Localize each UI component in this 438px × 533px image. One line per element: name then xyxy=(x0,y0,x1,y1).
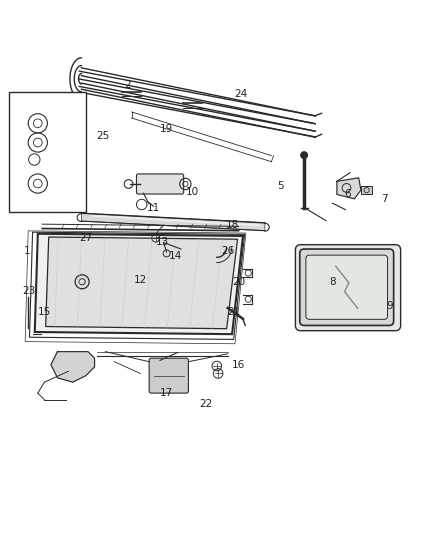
Text: 2: 2 xyxy=(124,80,131,90)
Text: 24: 24 xyxy=(234,89,247,99)
Text: 23: 23 xyxy=(22,286,36,295)
Text: 9: 9 xyxy=(386,301,392,311)
Text: 7: 7 xyxy=(381,194,388,204)
Polygon shape xyxy=(51,352,95,382)
Text: 18: 18 xyxy=(226,220,239,230)
Text: 20: 20 xyxy=(232,277,245,287)
Polygon shape xyxy=(35,234,243,334)
Text: 12: 12 xyxy=(134,274,147,285)
Text: 4: 4 xyxy=(21,113,28,123)
Text: 26: 26 xyxy=(221,246,234,256)
Text: 5: 5 xyxy=(277,181,283,191)
FancyBboxPatch shape xyxy=(295,245,401,330)
Text: 11: 11 xyxy=(147,203,160,213)
Text: 13: 13 xyxy=(155,238,169,247)
Text: 25: 25 xyxy=(97,131,110,141)
Text: 17: 17 xyxy=(160,388,173,398)
FancyBboxPatch shape xyxy=(149,358,188,393)
Polygon shape xyxy=(337,178,361,199)
Text: 6: 6 xyxy=(345,189,351,199)
Text: 15: 15 xyxy=(38,308,51,317)
Bar xyxy=(10,92,86,212)
Polygon shape xyxy=(46,237,237,329)
Circle shape xyxy=(300,152,307,159)
Text: 21: 21 xyxy=(228,308,241,317)
Text: 19: 19 xyxy=(160,124,173,134)
Text: 27: 27 xyxy=(79,233,92,243)
FancyBboxPatch shape xyxy=(300,249,394,326)
Text: 1: 1 xyxy=(24,246,30,256)
Text: 16: 16 xyxy=(232,360,245,370)
FancyBboxPatch shape xyxy=(137,174,184,194)
Text: 22: 22 xyxy=(199,399,212,409)
Polygon shape xyxy=(81,213,265,231)
Text: 14: 14 xyxy=(169,251,182,261)
FancyBboxPatch shape xyxy=(306,255,388,319)
Text: 10: 10 xyxy=(186,187,199,197)
Bar xyxy=(361,185,372,195)
Text: 8: 8 xyxy=(329,277,336,287)
